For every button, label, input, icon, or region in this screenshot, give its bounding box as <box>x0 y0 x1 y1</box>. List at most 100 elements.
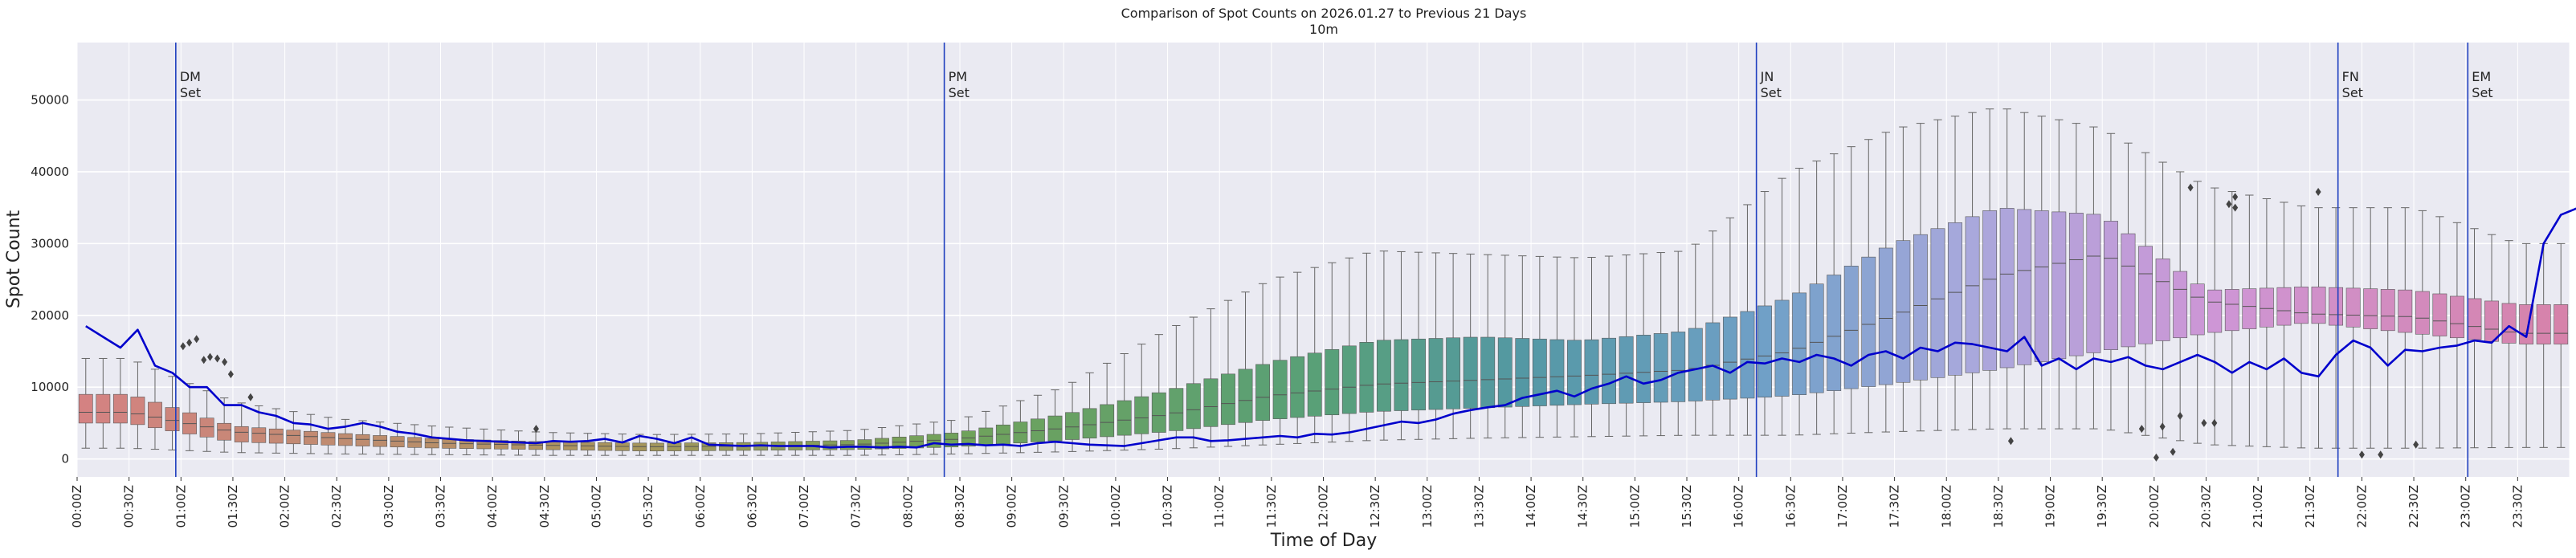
box-body <box>1774 299 1790 397</box>
x-tick-label: 23:30Z <box>2510 485 2525 528</box>
box-body <box>148 401 162 429</box>
box-body <box>1567 340 1582 405</box>
outlier-point <box>2315 187 2321 196</box>
box-body <box>1705 322 1721 401</box>
box-body <box>373 435 388 447</box>
x-tick-label: 06:00Z <box>693 485 708 528</box>
x-tick-label: 11:30Z <box>1264 485 1279 528</box>
x-tick-label: 02:30Z <box>329 485 344 528</box>
box-body <box>2224 289 2239 332</box>
outlier-point <box>222 357 228 366</box>
outlier-point <box>206 352 213 361</box>
box-body <box>1203 378 1219 427</box>
outlier-point <box>194 335 200 344</box>
grid-lines <box>76 43 2570 477</box>
daily-line <box>85 207 2576 449</box>
box-body <box>1221 373 1235 426</box>
box-body <box>2242 288 2257 329</box>
x-axis-ticks: 00:00Z 00:30Z 01:00Z 01:30Z 02:00Z 02:30Z 03:0… <box>70 477 2525 528</box>
outlier-point <box>214 354 221 363</box>
box-body <box>1671 332 1686 402</box>
x-tick-label: 20:00Z <box>2147 485 2162 528</box>
box-body <box>892 436 907 449</box>
box-body <box>2294 287 2309 324</box>
box-body <box>1290 356 1305 418</box>
x-tick-label: 01:30Z <box>226 485 240 528</box>
x-tick-label: 04:30Z <box>537 485 552 528</box>
event-label: Set <box>1761 85 1782 100</box>
box-plots <box>78 108 2569 456</box>
y-axis-ticks: 0 10000 20000 30000 40000 50000 <box>31 93 69 466</box>
outlier-point <box>2413 440 2419 449</box>
outlier-point <box>186 338 193 347</box>
box-body <box>1757 305 1772 398</box>
x-tick-label: 05:30Z <box>641 485 655 528</box>
x-tick-label: 09:00Z <box>1005 485 1019 528</box>
box-body <box>112 393 128 424</box>
box-body <box>2138 246 2153 344</box>
box-body <box>1446 337 1461 409</box>
x-tick-label: 03:00Z <box>382 485 396 528</box>
box-body <box>1480 336 1496 409</box>
x-tick-label: 04:00Z <box>485 485 500 528</box>
x-tick-label: 12:30Z <box>1368 485 1382 528</box>
box-body <box>286 430 301 445</box>
box-body <box>1134 396 1149 434</box>
box-body <box>2432 293 2447 336</box>
x-tick-label: 10:00Z <box>1108 485 1123 528</box>
box-body <box>1100 404 1115 438</box>
box-body <box>96 393 111 424</box>
box-body <box>234 426 249 442</box>
box-body <box>2173 271 2188 339</box>
x-tick-label: 05:00Z <box>589 485 603 528</box>
box-body <box>1497 337 1513 408</box>
box-body <box>2155 259 2170 341</box>
box-body <box>1186 383 1201 430</box>
box-body <box>1151 392 1166 433</box>
outlier-point <box>2138 425 2145 434</box>
box-body <box>2034 210 2049 362</box>
box-body <box>2190 283 2205 336</box>
box-body <box>320 432 336 446</box>
box-body <box>2536 304 2551 344</box>
event-label: Set <box>180 85 201 100</box>
box-body <box>424 438 439 449</box>
box-body <box>1965 216 1980 373</box>
box-body <box>1255 364 1270 422</box>
box-body <box>1238 369 1253 423</box>
box-body <box>1117 400 1132 436</box>
x-tick-label: 19:30Z <box>2095 485 2109 528</box>
outlier-point <box>2378 450 2384 459</box>
y-tick-label: 50000 <box>31 93 69 108</box>
x-tick-label: 15:00Z <box>1627 485 1642 528</box>
outlier-point <box>2211 418 2218 427</box>
x-tick-label: 00:30Z <box>122 485 137 528</box>
box-body <box>1394 339 1409 411</box>
y-tick-label: 40000 <box>31 165 69 179</box>
x-tick-label: 18:00Z <box>1939 485 1953 528</box>
box-body <box>2501 303 2517 344</box>
x-tick-label: 14:00Z <box>1524 485 1538 528</box>
event-label: Set <box>2342 85 2363 100</box>
box-body <box>1065 412 1080 440</box>
box-body <box>2068 213 2084 356</box>
box-body <box>1082 408 1097 439</box>
box-body <box>2467 298 2482 340</box>
box-body <box>1982 210 1998 371</box>
x-tick-label: 21:00Z <box>2251 485 2265 528</box>
box-body <box>130 397 145 426</box>
daily-line-segment <box>85 207 2576 449</box>
x-tick-label: 07:30Z <box>849 485 863 528</box>
box-body <box>1584 339 1599 405</box>
box-body <box>303 430 318 445</box>
x-tick-label: 02:00Z <box>278 485 292 528</box>
box-body <box>1463 336 1478 409</box>
outlier-point <box>2232 203 2239 212</box>
box-body <box>2121 233 2136 348</box>
event-label: Set <box>2472 85 2492 100</box>
x-tick-label: 21:30Z <box>2303 485 2317 528</box>
box-body <box>1619 336 1634 404</box>
box-body <box>2398 289 2413 333</box>
